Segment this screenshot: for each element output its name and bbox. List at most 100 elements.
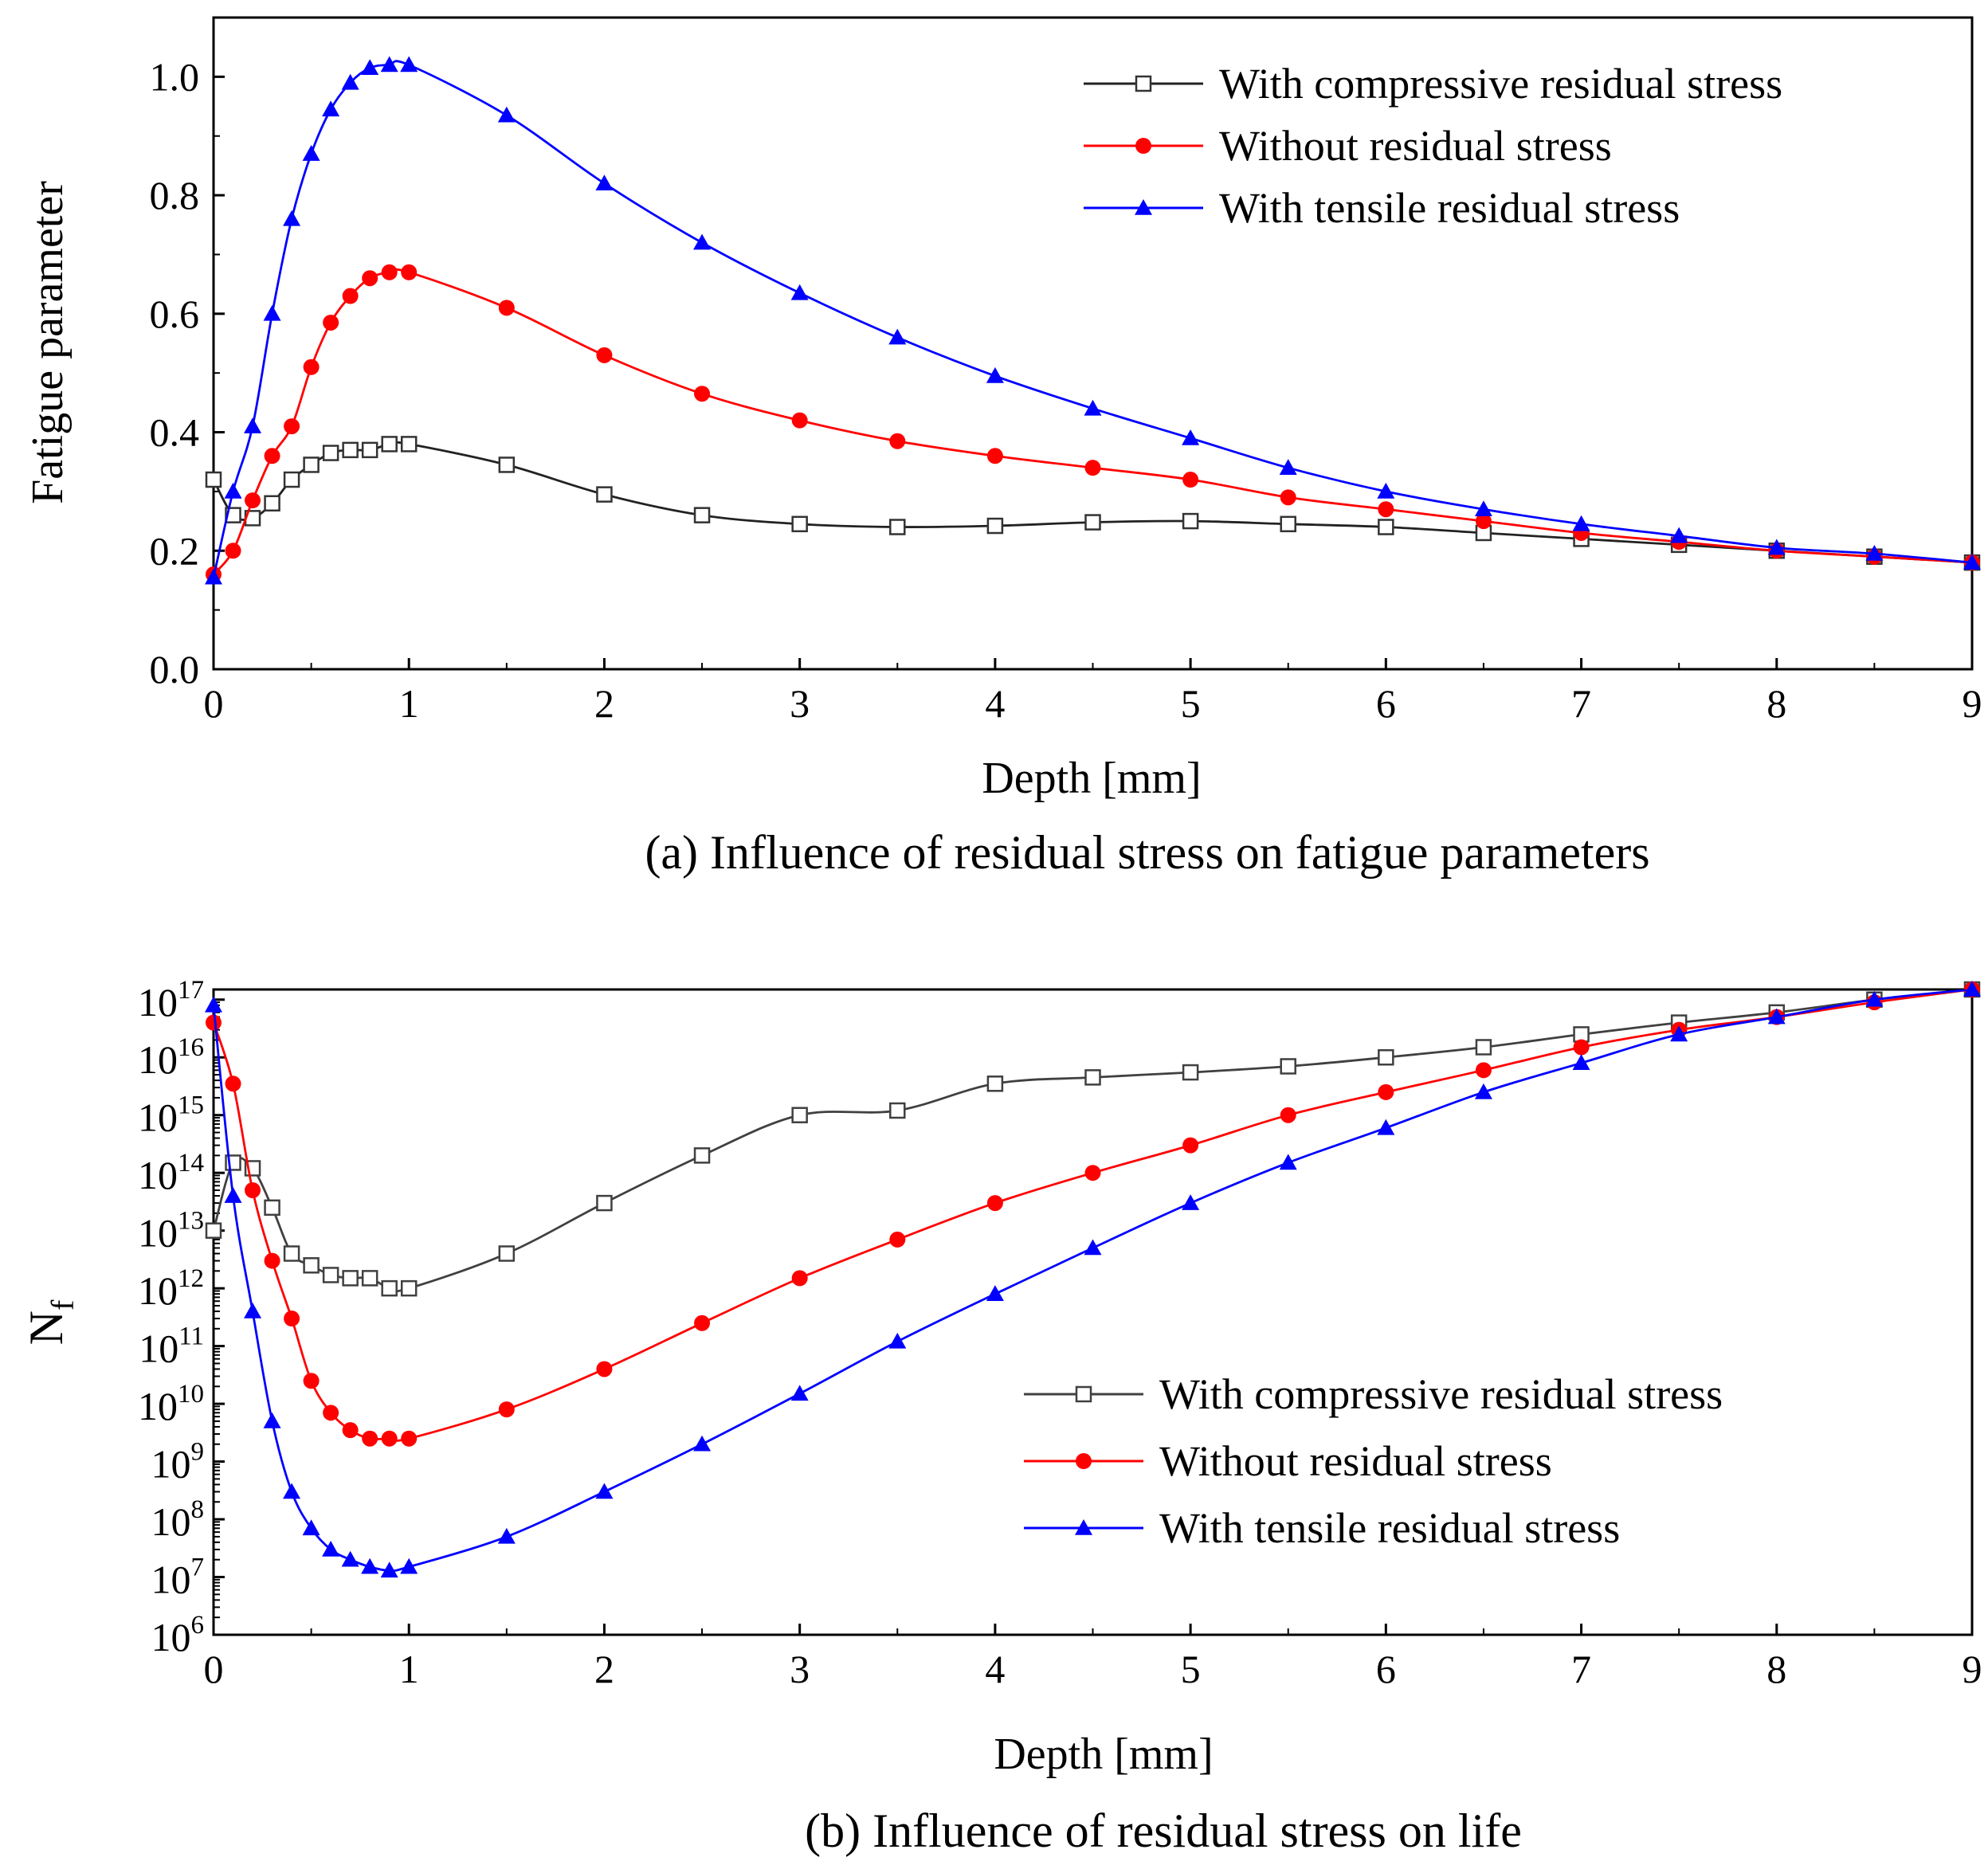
x-tick-label: 2 xyxy=(594,1647,614,1691)
plot-area-b: 0 1 2 3 4 5 6 7 8 9 106 107 108 109 1010 1011 1012 1013 10… xyxy=(138,976,1982,1691)
data-point xyxy=(323,1405,339,1421)
data-point xyxy=(245,492,261,509)
data-point xyxy=(400,1279,418,1297)
data-point xyxy=(1865,990,1884,1007)
data-point xyxy=(791,412,808,429)
data-point xyxy=(1084,399,1102,416)
data-point xyxy=(264,448,280,464)
legend-label: With compressive residual stress xyxy=(1219,60,1782,108)
legend-label: Without residual stress xyxy=(1159,1437,1552,1485)
data-point xyxy=(791,1270,808,1287)
data-point xyxy=(263,1412,281,1428)
data-point xyxy=(244,1302,262,1318)
x-tick-label: 3 xyxy=(790,1647,810,1691)
x-tick-label: 0 xyxy=(204,1647,224,1691)
data-point xyxy=(224,482,242,499)
series-1 xyxy=(206,982,1980,1447)
data-point xyxy=(1572,515,1590,531)
x-tick-label: 8 xyxy=(1766,681,1786,726)
data-point xyxy=(322,1267,339,1283)
y-tick-label: 1012 xyxy=(138,1264,204,1313)
legend-marker xyxy=(1075,1385,1092,1403)
legend-marker xyxy=(1075,1519,1092,1535)
data-point xyxy=(595,174,614,191)
data-point xyxy=(1377,482,1395,499)
plot-area-a: 0 1 2 3 4 5 6 7 8 9 0.0 0.2 0.4 0.6 0.8 1.0 With compres… xyxy=(150,16,1982,726)
data-point xyxy=(1084,460,1101,476)
y-tick-label: 1015 xyxy=(138,1091,204,1140)
x-tick-label: 4 xyxy=(985,1647,1005,1691)
data-point xyxy=(1474,1083,1492,1099)
data-point xyxy=(1280,515,1296,533)
data-point xyxy=(1475,1039,1492,1056)
y-axis-label-a: Fatigue parameter xyxy=(23,181,73,504)
data-point xyxy=(244,417,262,433)
data-point xyxy=(303,456,320,473)
caption-a: (a) Influence of residual stress on fati… xyxy=(645,826,1649,879)
data-point xyxy=(694,386,711,402)
data-point xyxy=(205,996,222,1013)
data-point xyxy=(497,1527,516,1544)
data-point xyxy=(889,1231,906,1248)
data-point xyxy=(381,1430,398,1447)
data-point xyxy=(302,1519,320,1536)
data-point xyxy=(1182,1137,1199,1154)
legend-marker xyxy=(1076,1453,1092,1469)
data-point xyxy=(264,495,280,512)
data-point xyxy=(1378,501,1394,518)
data-point xyxy=(264,1199,280,1217)
x-tick-label: 3 xyxy=(790,681,810,726)
chart-panel-b: 0 1 2 3 4 5 6 7 8 9 106 107 108 109 1010 1011 1012 1013 10… xyxy=(20,976,1982,1857)
data-point xyxy=(1378,519,1394,535)
x-tick-label: 8 xyxy=(1766,1647,1786,1691)
data-point xyxy=(1865,544,1884,561)
y-tick-label: 0.6 xyxy=(150,292,200,336)
data-point xyxy=(205,1222,222,1239)
data-point xyxy=(791,515,808,533)
x-axis-label-b: Depth [mm] xyxy=(994,1730,1213,1779)
data-point xyxy=(1378,1083,1394,1100)
data-point xyxy=(693,233,712,250)
data-point xyxy=(889,1102,906,1119)
data-point xyxy=(1670,527,1688,543)
legend: With compressive residual stress Without … xyxy=(1084,60,1782,232)
data-point xyxy=(1963,981,1981,997)
data-point xyxy=(888,328,907,345)
y-tick-label: 1016 xyxy=(138,1033,204,1082)
data-point xyxy=(1767,1008,1786,1025)
data-point xyxy=(401,1430,418,1447)
data-point xyxy=(381,264,398,280)
x-tick-label: 4 xyxy=(985,681,1005,726)
x-tick-label: 0 xyxy=(204,681,224,726)
data-point xyxy=(205,471,222,488)
data-point xyxy=(361,1558,379,1574)
data-point xyxy=(693,507,711,523)
data-point xyxy=(1182,512,1199,530)
x-tick-label: 7 xyxy=(1571,681,1591,726)
legend-marker xyxy=(1135,138,1151,154)
data-point xyxy=(263,304,281,321)
data-point xyxy=(303,1373,320,1389)
y-tick-label: 108 xyxy=(151,1495,205,1544)
data-point xyxy=(284,1311,300,1327)
data-point xyxy=(1767,539,1786,555)
plot-frame xyxy=(212,988,1974,1636)
data-point xyxy=(361,59,379,76)
data-point xyxy=(322,445,339,461)
data-point xyxy=(1378,1048,1394,1066)
data-point xyxy=(889,433,906,449)
data-point xyxy=(224,1187,242,1203)
data-point xyxy=(205,568,222,585)
legend-marker xyxy=(1135,75,1152,92)
data-point xyxy=(596,347,613,363)
data-point xyxy=(791,1107,808,1123)
y-tick-label: 1014 xyxy=(138,1149,204,1197)
y-tick-label: 1013 xyxy=(138,1207,204,1256)
data-point xyxy=(283,1245,300,1262)
legend-label: With tensile residual stress xyxy=(1159,1504,1620,1552)
data-point xyxy=(283,1483,301,1499)
legend-label: With compressive residual stress xyxy=(1159,1370,1723,1418)
data-point xyxy=(283,210,301,226)
legend-entry: Without residual stress xyxy=(1084,122,1612,170)
data-point xyxy=(1963,554,1981,570)
